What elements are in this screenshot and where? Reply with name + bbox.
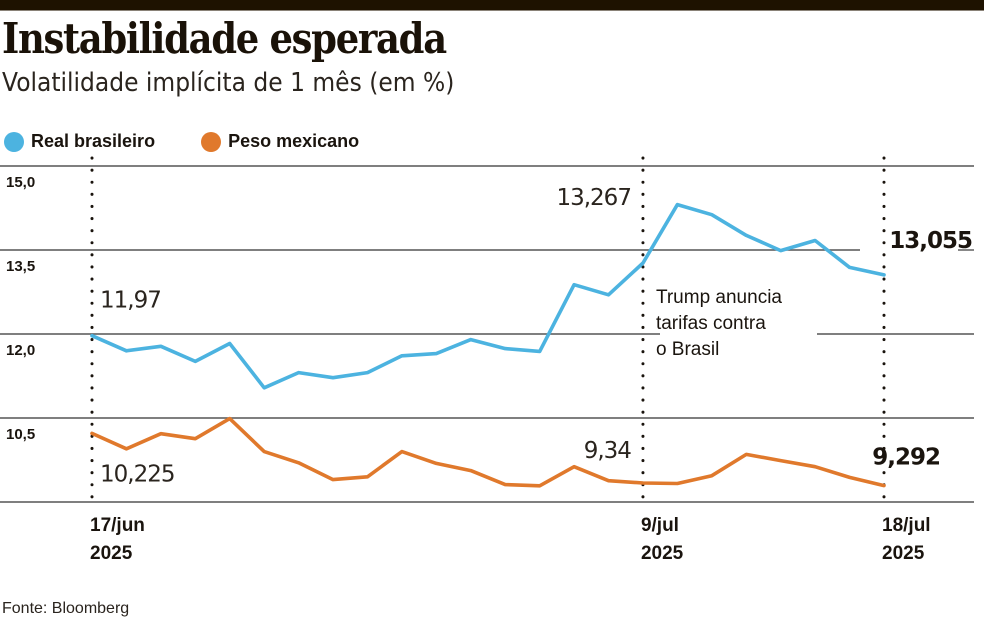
x-axis-labels: 17/jun 2025 9/jul 2025 18/jul 2025	[90, 515, 931, 564]
x-label-date: 9/jul	[641, 515, 679, 536]
y-tick-label: 13,5	[6, 258, 35, 275]
annotation-text: Trump anuncia	[656, 287, 782, 308]
annotation-text: tarifas contra	[656, 313, 766, 334]
data-label: 9,292	[872, 445, 940, 471]
source-note: Fonte: Bloomberg	[2, 600, 130, 617]
legend-item-real: Real brasileiro	[4, 131, 155, 152]
y-tick-label: 10,5	[6, 426, 35, 443]
legend-dot-peso-icon	[201, 131, 222, 152]
series-line-peso	[90, 416, 886, 488]
top-bar	[0, 0, 984, 11]
y-tick-label: 12,0	[6, 342, 35, 359]
chart-title: Instabilidade esperada	[2, 14, 447, 63]
legend-item-peso: Peso mexicano	[201, 131, 359, 152]
legend-dot-real-icon	[4, 131, 24, 152]
data-label: 13,055	[889, 228, 972, 254]
data-label: 10,225	[100, 461, 174, 487]
data-labels: 11,97 10,225 13,267 9,34 13,055 9,292	[100, 185, 973, 487]
data-label: 11,97	[100, 288, 161, 314]
series-line-real	[90, 202, 886, 390]
y-axis-ticks: 15,0 13,5 12,0 10,5	[6, 174, 35, 443]
gridlines	[0, 165, 974, 503]
legend-label-peso: Peso mexicano	[228, 131, 360, 151]
y-tick-label: 15,0	[6, 174, 35, 191]
data-label: 9,34	[584, 438, 632, 464]
legend: Real brasileiro Peso mexicano	[4, 131, 405, 152]
x-label-year: 2025	[882, 543, 925, 564]
series-lines	[90, 202, 886, 488]
legend-label-real: Real brasileiro	[31, 131, 156, 151]
x-label-year: 2025	[641, 543, 684, 564]
x-label-year: 2025	[90, 543, 133, 564]
x-label-date: 18/jul	[882, 515, 931, 536]
chart-subtitle: Volatilidade implícita de 1 mês (em %)	[2, 68, 455, 98]
annotation-text: o Brasil	[656, 339, 719, 360]
annotations: Trump anuncia tarifas contra o Brasil	[656, 287, 782, 360]
x-label-date: 17/jun	[90, 515, 145, 536]
data-label: 13,267	[556, 185, 630, 211]
line-chart: 15,0 13,5 12,0 10,5 11,97 10,225 13,267 9,34 13…	[0, 156, 974, 564]
